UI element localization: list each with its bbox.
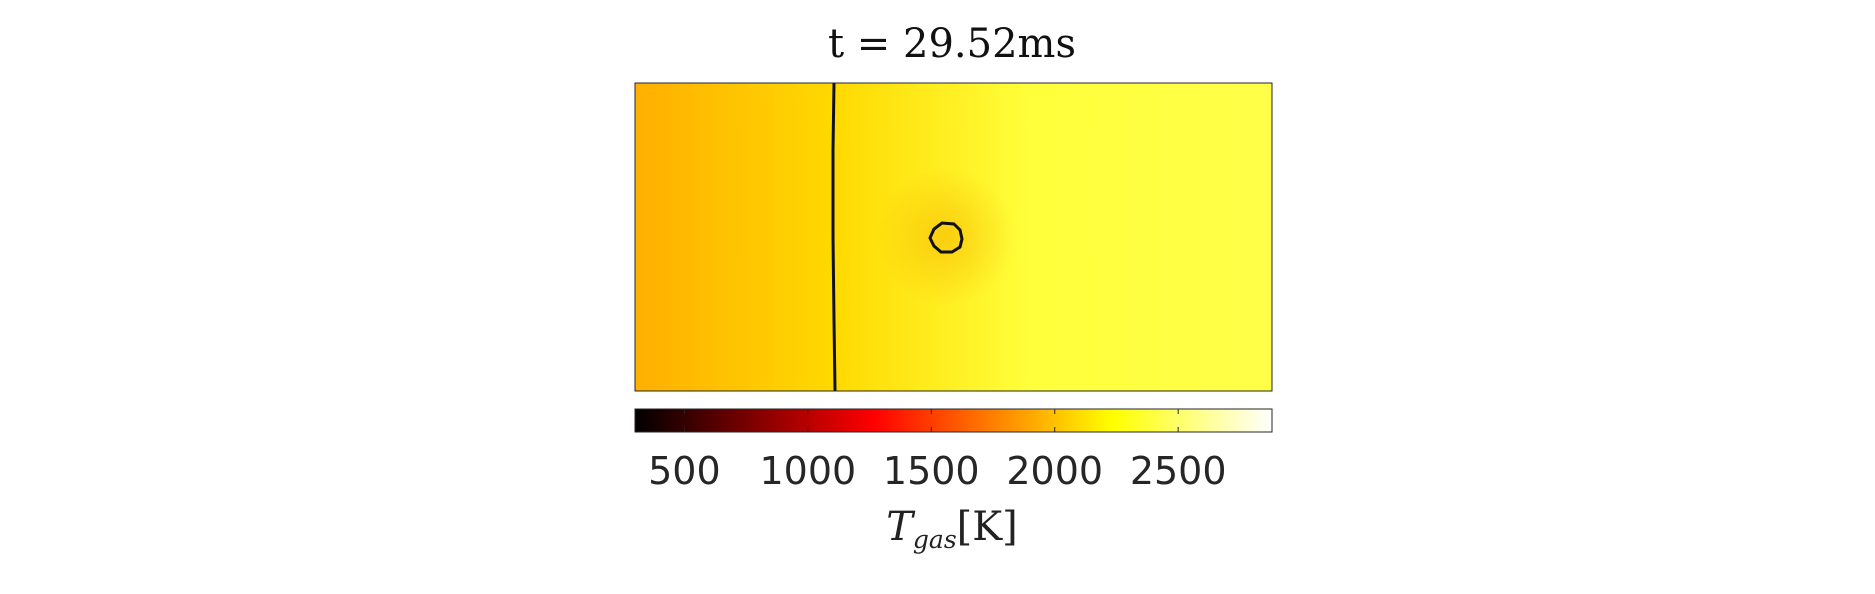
colorbar-label: Tgas[K]: [886, 504, 1018, 554]
colorbar-tick-label: 500: [648, 449, 721, 493]
chart-title: t = 29.52ms: [828, 21, 1076, 67]
colorbar-label-main: T: [886, 504, 916, 550]
droplet-contour: [928, 221, 964, 254]
colorbar-label-subscript: gas: [913, 525, 957, 554]
colorbar-gradient: [635, 409, 1272, 432]
colorbar-tick-label: 1500: [883, 449, 980, 493]
temperature-field-plot: [634, 82, 1273, 392]
colorbar-label-unit: [K]: [957, 504, 1018, 550]
vertical-front-contour: [831, 82, 837, 392]
colorbar-ticks: 500 1000 1500 2000 2500: [648, 409, 1227, 493]
colorbar-tick-label: 2500: [1130, 449, 1227, 493]
colorbar-tick-label: 1000: [759, 449, 856, 493]
colorbar-tick-label: 2000: [1006, 449, 1103, 493]
droplet-heat-halo: [876, 167, 1016, 307]
colorbar-frame: [634, 408, 1273, 433]
colorbar: 500 1000 1500 2000 2500: [634, 408, 1273, 493]
plot-frame: [634, 82, 1273, 392]
